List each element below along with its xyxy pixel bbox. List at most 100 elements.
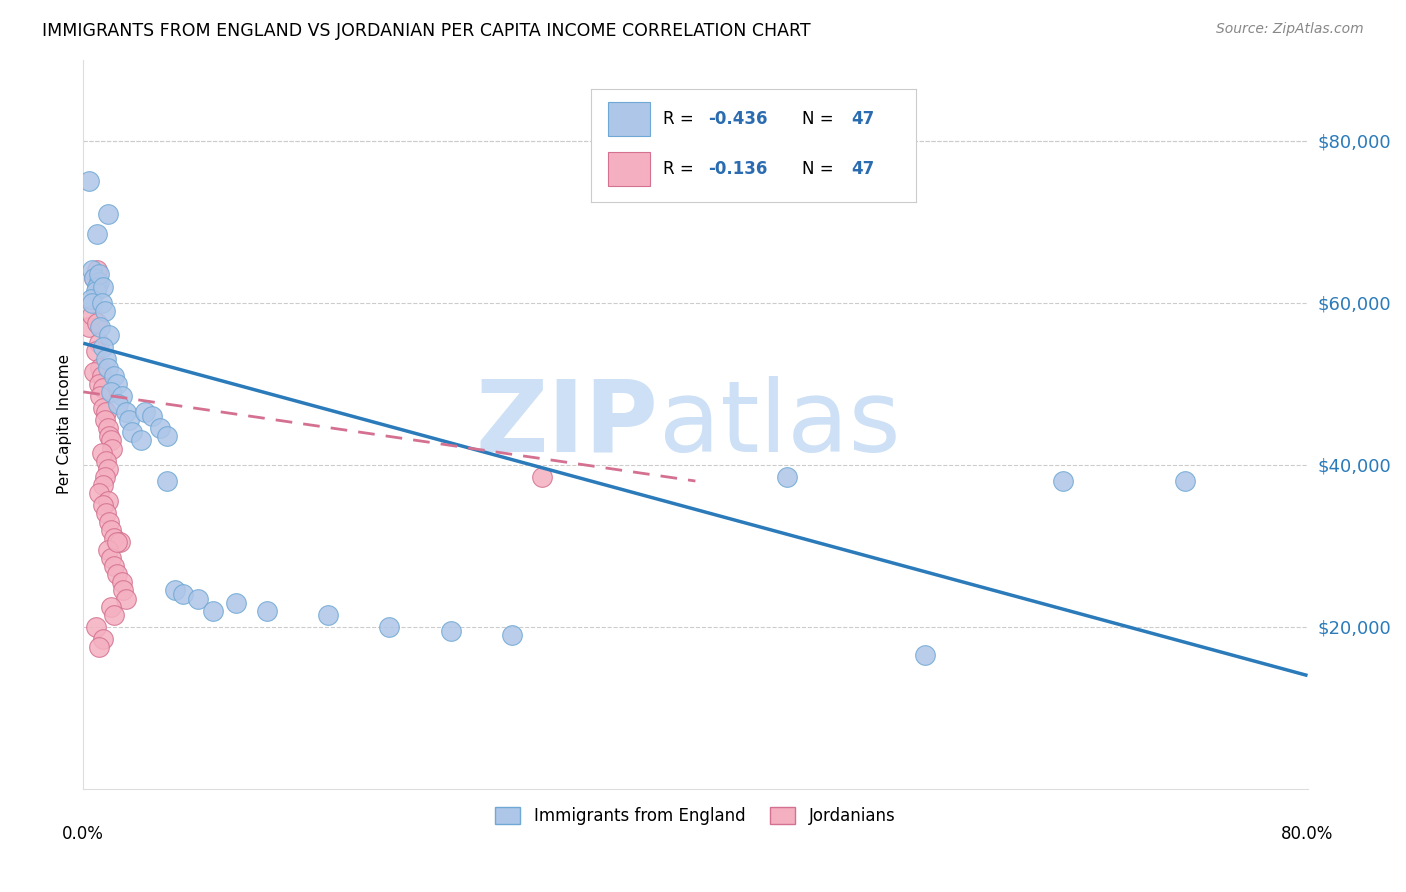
Point <box>89 389 111 403</box>
Point <box>87 486 110 500</box>
Point <box>89 320 111 334</box>
Point <box>82 308 104 322</box>
Point <box>914 648 936 663</box>
Point <box>108 534 131 549</box>
Point <box>439 624 461 638</box>
Point <box>121 425 143 440</box>
Point <box>80 292 103 306</box>
Text: IMMIGRANTS FROM ENGLAND VS JORDANIAN PER CAPITA INCOME CORRELATION CHART: IMMIGRANTS FROM ENGLAND VS JORDANIAN PER… <box>42 22 811 40</box>
Point <box>1174 474 1197 488</box>
Point <box>100 434 122 448</box>
Point <box>87 376 110 391</box>
Point <box>100 523 122 537</box>
Point <box>90 445 112 459</box>
Point <box>98 429 121 443</box>
Point <box>93 303 115 318</box>
Point <box>91 499 114 513</box>
Point <box>90 368 112 383</box>
Point <box>98 515 121 529</box>
Point <box>97 360 120 375</box>
Point <box>84 284 107 298</box>
Point <box>97 494 120 508</box>
Point <box>93 470 115 484</box>
Point <box>86 316 108 330</box>
Point <box>100 384 122 399</box>
Point <box>103 559 125 574</box>
Point <box>84 344 107 359</box>
Point <box>91 478 114 492</box>
Y-axis label: Per Capita Income: Per Capita Income <box>58 354 72 494</box>
Point <box>84 620 107 634</box>
Point <box>87 336 110 351</box>
Point <box>112 583 135 598</box>
Point <box>378 620 401 634</box>
Point <box>156 429 179 443</box>
Point <box>165 583 187 598</box>
Point <box>97 462 120 476</box>
Point <box>141 409 163 424</box>
Point <box>86 279 108 293</box>
Point <box>91 632 114 646</box>
Text: 0.0%: 0.0% <box>62 825 104 844</box>
Point <box>105 376 128 391</box>
Point <box>83 271 105 285</box>
Point <box>100 599 122 614</box>
Point <box>87 640 110 655</box>
Point <box>82 295 104 310</box>
Point <box>87 268 110 282</box>
Point <box>187 591 209 606</box>
Point <box>316 607 339 622</box>
Point <box>131 434 153 448</box>
Point <box>91 340 114 354</box>
Point <box>98 328 121 343</box>
Point <box>97 421 120 435</box>
Point <box>118 413 141 427</box>
Point <box>501 628 523 642</box>
Point <box>105 567 128 582</box>
Text: 80.0%: 80.0% <box>1281 825 1334 844</box>
Point <box>172 587 194 601</box>
Point <box>89 360 111 375</box>
Text: ZIP: ZIP <box>475 376 658 473</box>
Text: Source: ZipAtlas.com: Source: ZipAtlas.com <box>1216 22 1364 37</box>
Point <box>91 279 114 293</box>
Point <box>149 421 172 435</box>
Point <box>83 365 105 379</box>
Point <box>110 575 132 590</box>
Point <box>256 604 278 618</box>
Point <box>86 227 108 241</box>
Point <box>97 542 120 557</box>
Point <box>96 454 118 468</box>
Point <box>91 381 114 395</box>
Point <box>87 276 110 290</box>
Point <box>96 352 118 367</box>
Point <box>225 596 247 610</box>
Point <box>105 534 128 549</box>
Point <box>82 263 104 277</box>
Point <box>100 551 122 566</box>
Point <box>79 320 101 334</box>
Point <box>90 295 112 310</box>
Legend: Immigrants from England, Jordanians: Immigrants from England, Jordanians <box>489 800 903 831</box>
Point <box>96 507 118 521</box>
Point <box>97 206 120 220</box>
Point <box>115 591 138 606</box>
Point <box>776 470 799 484</box>
Point <box>156 474 179 488</box>
Point <box>101 442 124 456</box>
Point <box>202 604 225 618</box>
Point <box>115 405 138 419</box>
Point <box>79 174 101 188</box>
Point <box>83 271 105 285</box>
Point <box>103 607 125 622</box>
Point <box>103 368 125 383</box>
Point <box>531 470 554 484</box>
Point <box>91 401 114 415</box>
Point <box>110 389 132 403</box>
Point <box>93 413 115 427</box>
Point <box>96 405 118 419</box>
Point <box>103 531 125 545</box>
Point <box>107 397 129 411</box>
Point <box>134 405 156 419</box>
Point <box>86 263 108 277</box>
